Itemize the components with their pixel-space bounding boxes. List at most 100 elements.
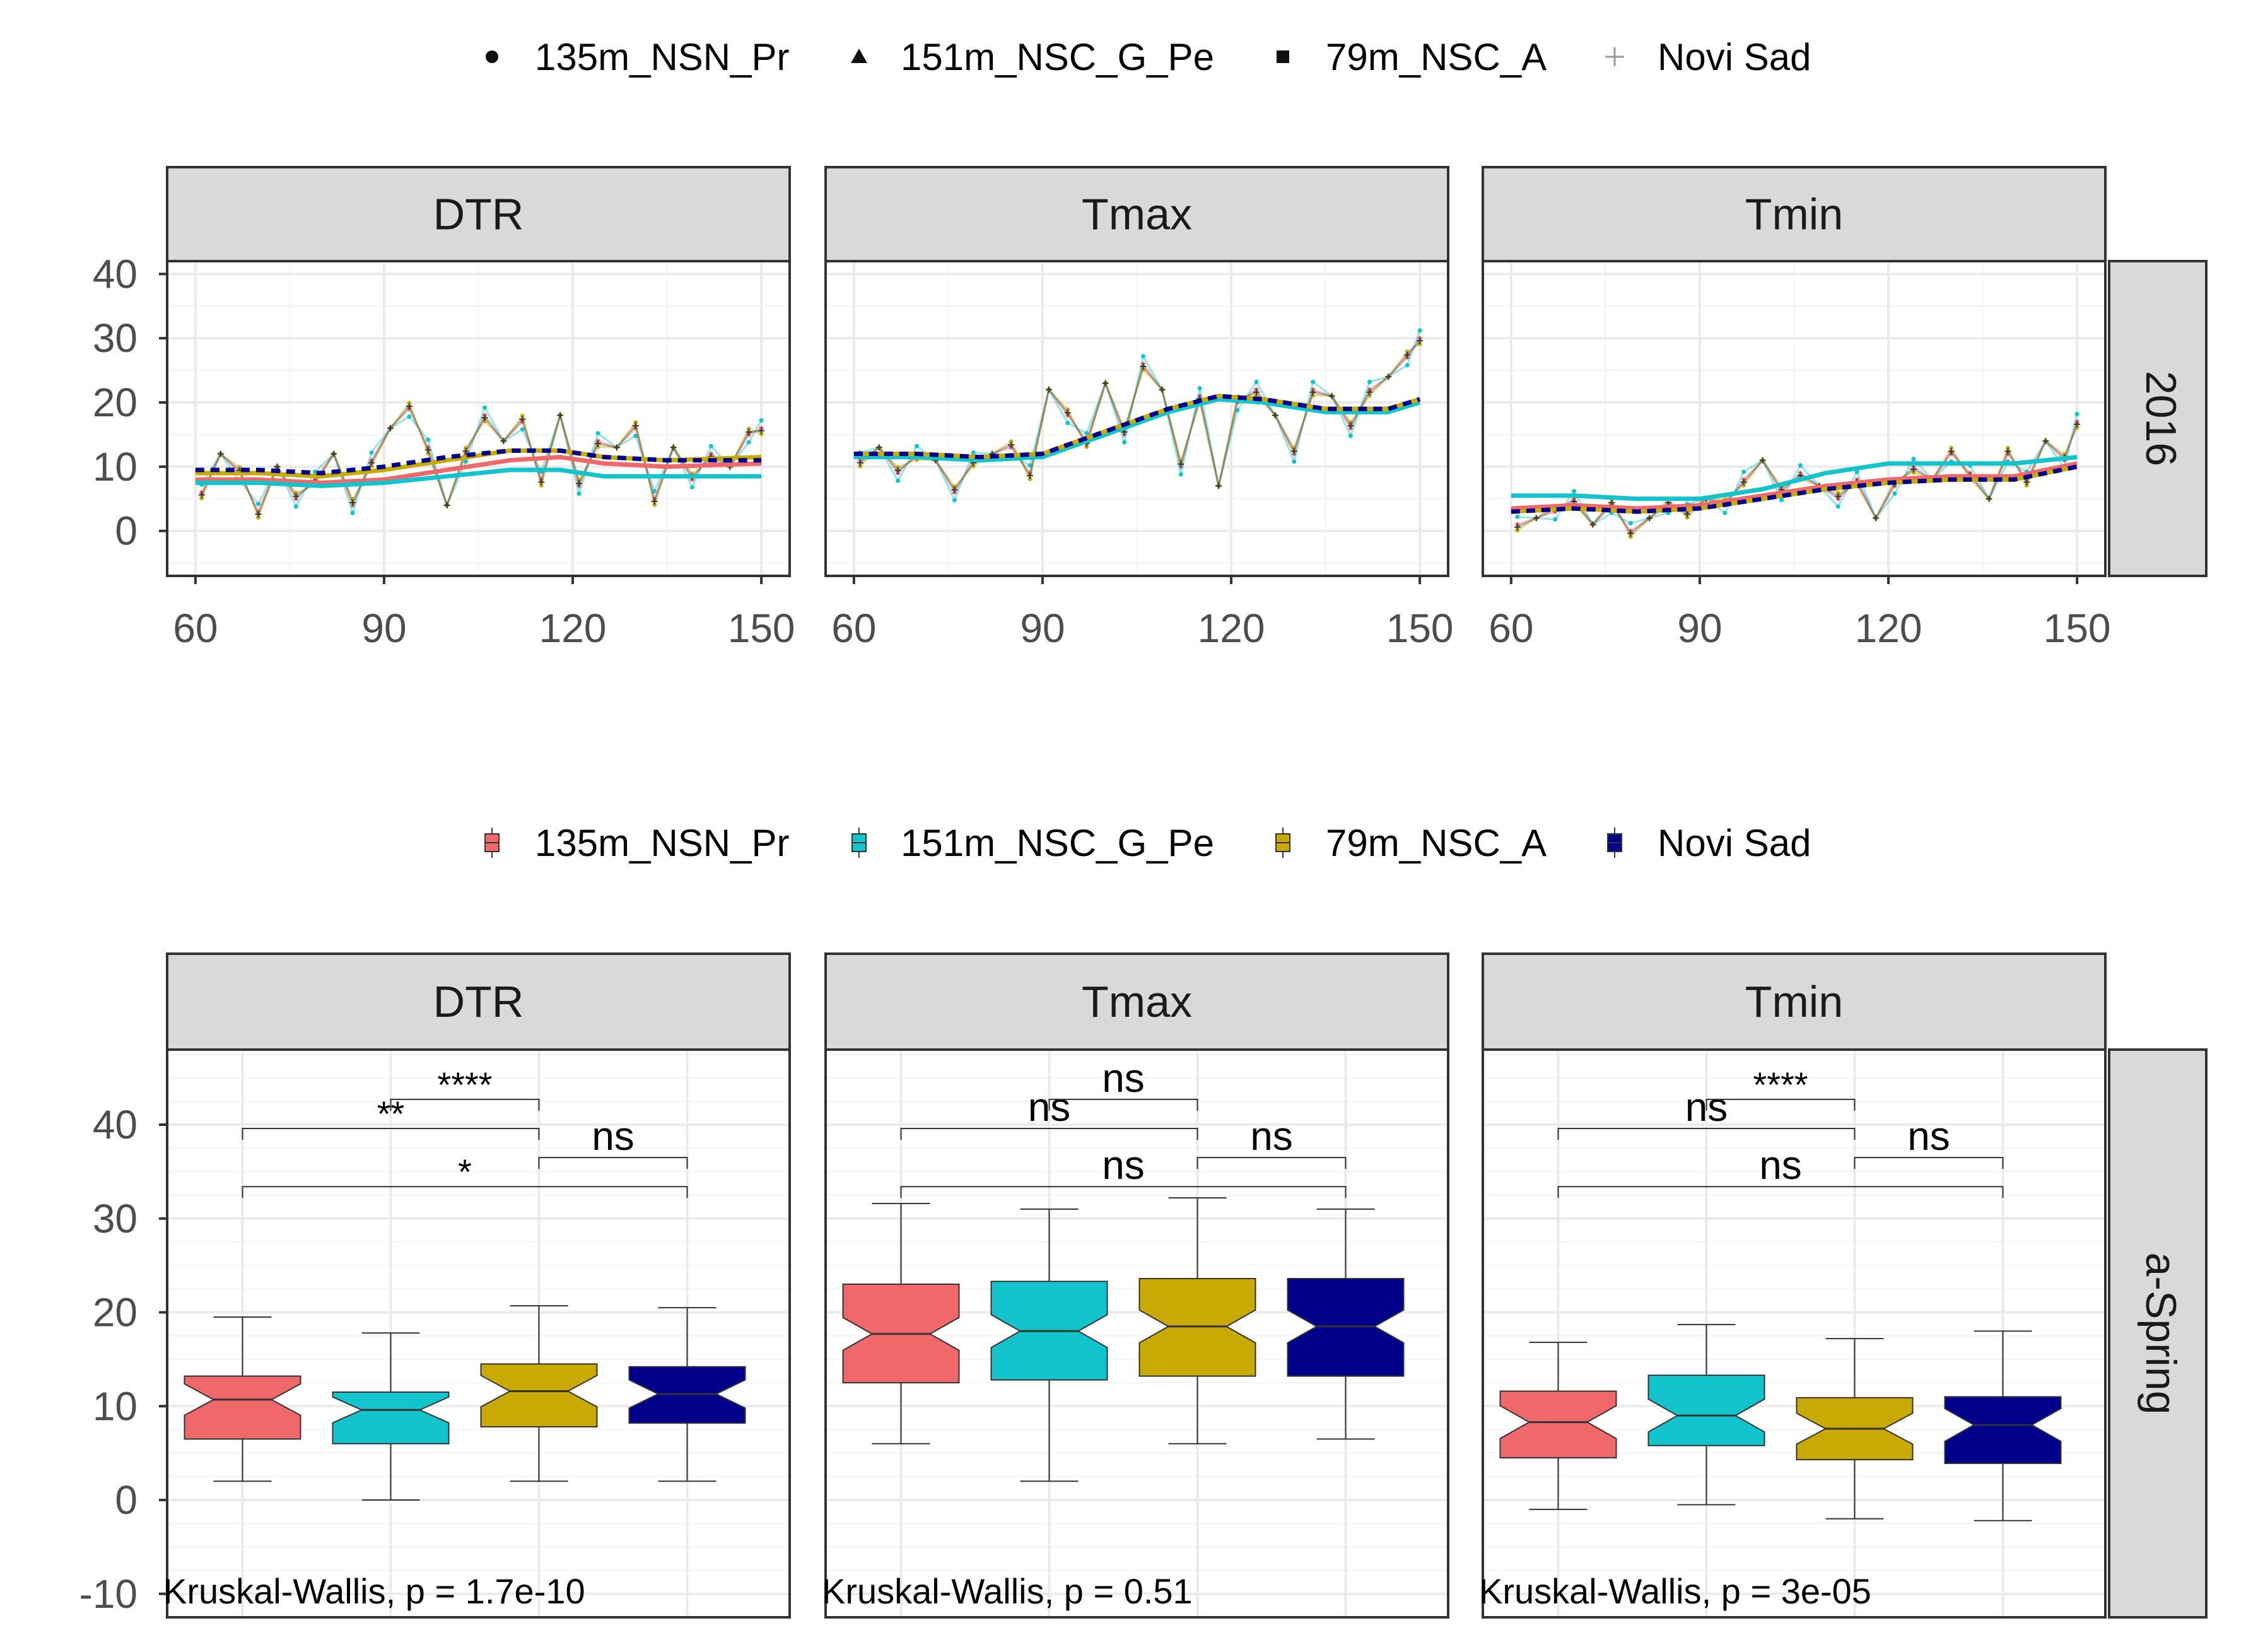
panel-border xyxy=(824,1048,1449,1619)
daily-point xyxy=(689,484,694,489)
daily-point xyxy=(1515,514,1520,519)
daily-point xyxy=(1417,337,1424,344)
comparison-label: ns xyxy=(1102,1055,1145,1101)
y-tick-label: 30 xyxy=(93,1196,137,1241)
x-tick-label: 90 xyxy=(361,606,406,651)
x-tick-label: 120 xyxy=(1855,606,1922,651)
daily-point xyxy=(2062,452,2067,457)
daily-point xyxy=(1628,520,1633,525)
daily-point xyxy=(1385,373,1392,380)
daily-point xyxy=(464,445,469,450)
daily-point xyxy=(1102,380,1109,387)
kruskal-wallis-label: Kruskal-Wallis, p = 1.7e-10 xyxy=(163,1571,585,1611)
daily-point xyxy=(482,405,487,410)
comparison-label: ns xyxy=(592,1113,635,1159)
daily-point xyxy=(1405,349,1410,354)
daily-point xyxy=(1417,328,1422,333)
y-tick-label: 40 xyxy=(93,1102,137,1147)
legend-points: 135m_NSN_Pr 151m_NSC_G_Pe 79m_NSC_A Novi Sa… xyxy=(486,36,1811,78)
daily-point xyxy=(387,425,394,431)
comparison-bracket xyxy=(900,1127,1198,1140)
daily-point xyxy=(1798,463,1803,468)
daily-point xyxy=(1235,407,1240,413)
daily-point xyxy=(1140,354,1145,359)
x-tick-label: 150 xyxy=(2044,606,2111,651)
daily-point xyxy=(759,418,764,423)
daily-point xyxy=(2024,483,2029,488)
daily-point xyxy=(1367,379,1372,384)
box-novi-sad xyxy=(1944,1396,2062,1465)
daily-point xyxy=(1178,472,1183,477)
box-151m_nsc_g_pe xyxy=(332,1391,450,1444)
daily-point xyxy=(350,497,355,502)
facet-strip-label: Tmin xyxy=(1745,977,1844,1026)
daily-point xyxy=(1140,367,1145,372)
x-tick-label: 90 xyxy=(1020,606,1065,651)
daily-point xyxy=(1553,517,1558,522)
daily-point xyxy=(1405,363,1410,368)
daily-point xyxy=(406,403,412,410)
line-facet-dtr: DTR 60 90 120 150 xyxy=(166,166,795,651)
comparison-bracket xyxy=(1557,1186,2004,1198)
daily-point xyxy=(1911,457,1916,462)
daily-point xyxy=(1254,379,1259,384)
smooth-line-novi-sad xyxy=(1511,464,2078,514)
daily-point xyxy=(576,480,583,487)
comparison-bracket xyxy=(1048,1098,1198,1111)
comparison-bracket xyxy=(538,1157,688,1169)
facet-strip-label: Tmax xyxy=(1082,190,1192,239)
smooth-line-151m_nsc_g_pe xyxy=(195,467,762,488)
daily-point xyxy=(595,431,600,436)
daily-point xyxy=(199,496,204,501)
comparison-label: **** xyxy=(437,1065,492,1104)
daily-point xyxy=(894,467,901,474)
daily-point xyxy=(256,501,261,507)
daily-point xyxy=(349,499,356,506)
daily-point xyxy=(1027,476,1032,481)
daily-point xyxy=(1159,386,1166,393)
daily-point xyxy=(1027,463,1032,468)
line-facet-tmax: Tmax 60 90 120 150 xyxy=(824,166,1454,651)
x-tick-label: 90 xyxy=(1677,606,1722,651)
legend-label: 135m_NSN_Pr xyxy=(535,36,790,78)
daily-point xyxy=(652,502,657,507)
daily-point xyxy=(1008,442,1015,448)
daily-point xyxy=(1986,495,1992,502)
daily-point xyxy=(520,413,525,418)
daily-point xyxy=(1122,440,1127,445)
facet-strip-label: DTR xyxy=(433,977,524,1026)
daily-point xyxy=(237,465,242,470)
daily-point xyxy=(1417,341,1422,346)
y-tick-label: 10 xyxy=(93,444,137,489)
daily-point xyxy=(2074,421,2081,428)
daily-point xyxy=(1178,459,1183,464)
daily-point xyxy=(1910,466,1917,472)
facet-strip xyxy=(166,166,791,262)
daily-point xyxy=(1045,386,1052,393)
daily-point xyxy=(1178,460,1184,467)
daily-point xyxy=(1741,469,1746,474)
daily-point xyxy=(915,443,920,448)
daily-point xyxy=(1627,530,1634,537)
smooth-line-novi-sad xyxy=(195,448,762,476)
y-tick-label: 0 xyxy=(115,1477,137,1523)
panel-border xyxy=(1482,1048,2107,1619)
daily-point xyxy=(407,401,412,406)
row-strip-box xyxy=(2108,260,2208,577)
comparison-bracket xyxy=(1557,1127,1856,1140)
comparison-label: ns xyxy=(1907,1113,1950,1159)
box-151m_nsc_g_pe xyxy=(1647,1374,1765,1446)
smooth-line-novi-sad xyxy=(853,394,1421,460)
comparison-label: ns xyxy=(1250,1113,1293,1159)
daily-point xyxy=(369,464,374,469)
daily-point xyxy=(312,469,317,474)
x-tick-label: 150 xyxy=(728,606,795,651)
daily-point xyxy=(1215,483,1222,489)
daily-point xyxy=(1911,470,1916,475)
daily-point xyxy=(1348,420,1353,425)
daily-point xyxy=(1572,489,1577,494)
legend-label: 151m_NSC_G_Pe xyxy=(901,36,1214,78)
comparison-bracket xyxy=(900,1186,1347,1198)
daily-point xyxy=(426,450,431,455)
